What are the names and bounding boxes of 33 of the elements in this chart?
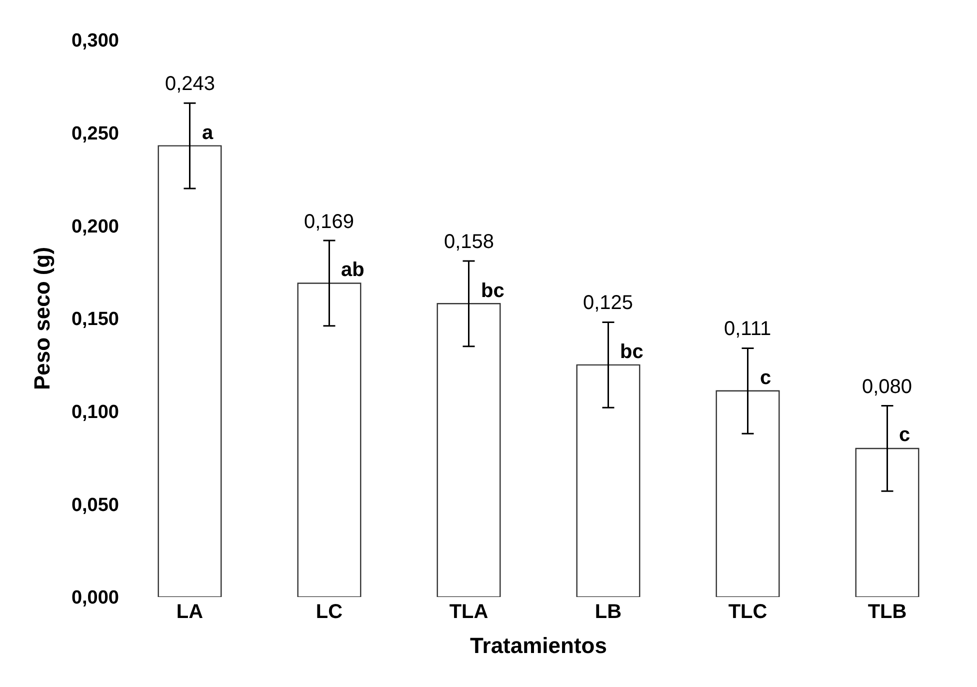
x-axis-title: Tratamientos: [470, 632, 607, 658]
x-tick-label: TLA: [449, 601, 488, 623]
bar: [297, 282, 362, 597]
x-tick-label: LC: [316, 601, 343, 623]
annotation: c: [899, 424, 910, 446]
annotation: bc: [481, 280, 504, 302]
bar: [158, 145, 222, 597]
x-tick-label: LA: [176, 601, 204, 623]
y-tick-label: 0,150: [71, 309, 119, 330]
y-tick-label: 0,100: [71, 402, 119, 423]
y-axis-title: Peso seco (g): [29, 246, 54, 390]
annotation: ab: [341, 259, 364, 281]
x-tick-label: TLC: [728, 601, 768, 623]
bar: [716, 390, 780, 597]
data-label: 0,169: [304, 211, 354, 233]
annotation: c: [760, 367, 772, 389]
data-label: 0,243: [165, 73, 216, 95]
y-tick-label: 0,000: [71, 588, 119, 609]
data-label: 0,158: [444, 231, 494, 253]
bar: [855, 448, 920, 597]
data-label: 0,125: [583, 292, 634, 314]
data-label: 0,080: [862, 376, 912, 398]
annotation: bc: [620, 341, 644, 363]
data-label: 0,111: [724, 318, 772, 340]
y-tick-label: 0,050: [71, 494, 119, 516]
x-tick-label: TLB: [868, 601, 907, 623]
x-tick-label: LB: [594, 601, 622, 623]
bar: [576, 364, 640, 597]
y-tick-label: 0,200: [71, 216, 119, 238]
y-tick-label: 0,300: [71, 30, 119, 52]
bar: [436, 303, 501, 597]
annotation: a: [202, 122, 214, 144]
y-tick-label: 0,250: [71, 123, 119, 144]
